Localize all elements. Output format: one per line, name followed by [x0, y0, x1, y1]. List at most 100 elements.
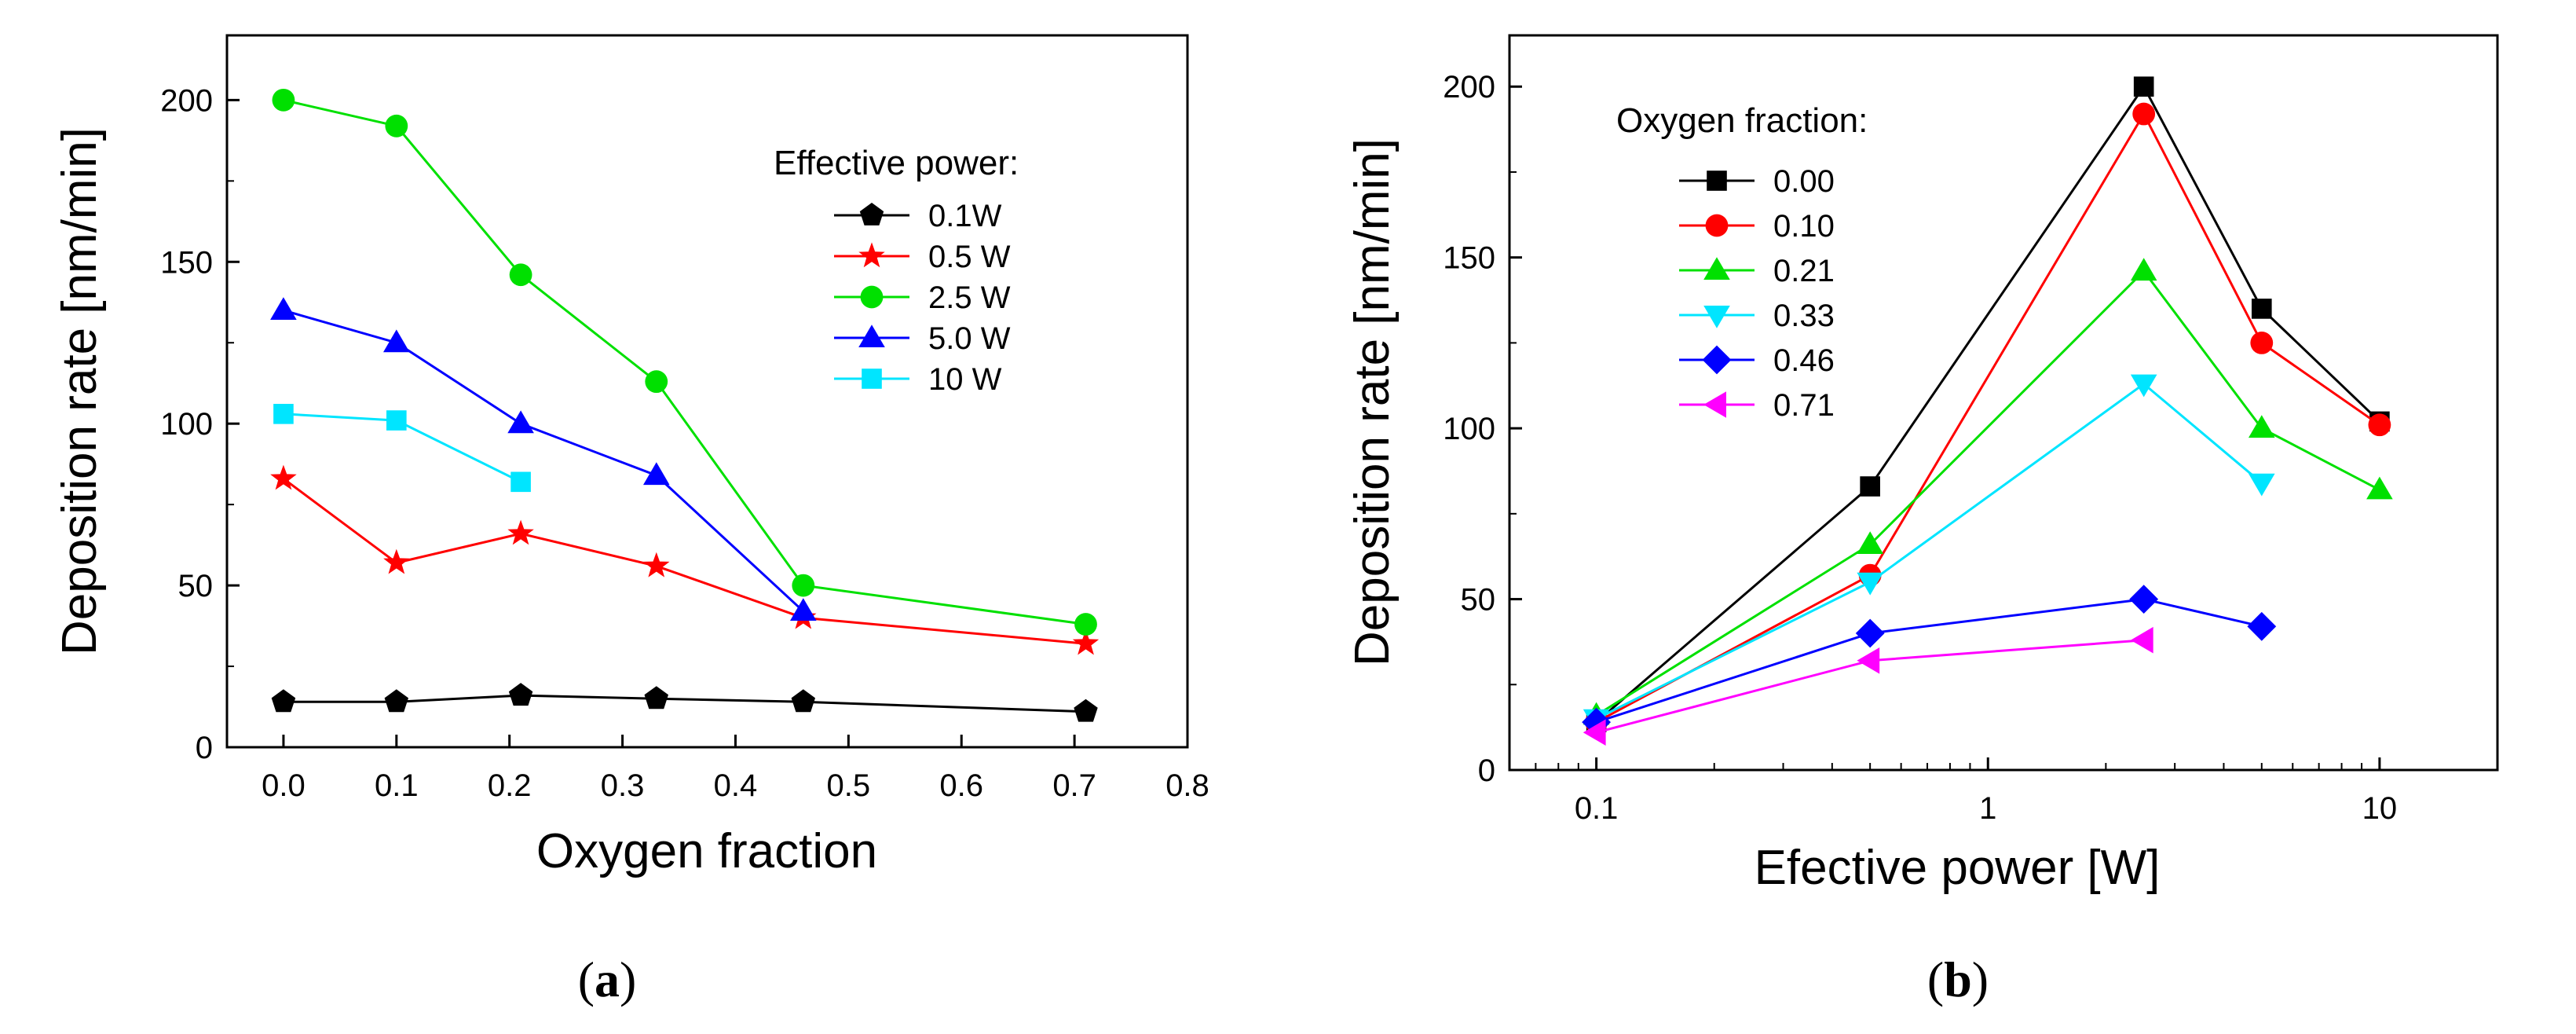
chart-b-panel-label: (b) — [1927, 952, 1989, 1007]
chart-b-legend-marker — [1705, 214, 1729, 237]
chart-b-legend-marker — [1703, 306, 1730, 328]
chart-b-data-point — [2249, 415, 2275, 438]
chart-b-legend-title: Oxygen fraction: — [1616, 101, 1868, 140]
chart-b-legend-entry: 0.10 — [1679, 209, 1835, 244]
chart-a-y-tick-label: 0 — [196, 731, 213, 765]
chart-a-panel-letter: a — [595, 952, 620, 1007]
chart-a-data-point — [510, 471, 531, 493]
chart-a-data-point — [790, 598, 817, 621]
chart-a-data-point — [643, 462, 670, 486]
chart-b-series-line — [1595, 382, 2263, 720]
chart-a-data-point — [270, 464, 297, 490]
chart-b-y-tick-label: 200 — [1443, 70, 1495, 104]
chart-b-data-point — [2368, 413, 2391, 437]
chart-a-data-point — [383, 329, 410, 353]
chart-b-legend-marker — [1703, 257, 1730, 280]
chart-b-legend-marker — [1703, 391, 1726, 418]
chart-a-x-tick-label: 0.4 — [714, 768, 758, 803]
chart-b-data-point — [2130, 626, 2153, 654]
chart-a-data-point — [643, 552, 670, 578]
chart-a-legend-marker — [860, 285, 884, 309]
chart-a-data-point — [273, 404, 294, 424]
chart-b-data-point — [2249, 473, 2275, 497]
chart-b-panel-letter: b — [1944, 952, 1972, 1007]
chart-a-legend-label: 10 W — [928, 362, 1002, 397]
chart-b-legend-marker — [1702, 345, 1732, 375]
chart-a-legend-marker — [862, 368, 882, 389]
chart-a-x-tick-label: 0.7 — [1052, 768, 1096, 803]
chart-a-x-tick-label: 0.2 — [488, 768, 532, 803]
chart-b-data-point — [2130, 374, 2157, 398]
chart-b-series-5 — [1583, 626, 2153, 746]
chart-b-series-line — [1596, 598, 2263, 724]
chart-a-legend-entry: 10 W — [834, 362, 1002, 397]
chart-b-data-point — [2366, 476, 2393, 500]
chart-a-series-line — [283, 694, 1086, 713]
chart-a-data-point — [270, 297, 297, 320]
chart-a-data-point — [1074, 698, 1098, 722]
chart-b-series-4 — [1582, 585, 2277, 737]
chart-a-x-tick-label: 0.5 — [827, 768, 871, 803]
chart-a-x-axis-title: Oxygen fraction — [536, 824, 877, 878]
chart-a-x-tick-label: 0.8 — [1165, 768, 1209, 803]
chart-a-data-point — [386, 410, 407, 431]
chart-a-legend-title: Effective power: — [774, 144, 1019, 182]
svg-text:(a): (a) — [578, 952, 637, 1007]
chart-a-y-tick-label: 100 — [160, 407, 213, 442]
chart-a-series-line — [283, 98, 1086, 625]
chart-b-legend-entry: 0.71 — [1679, 388, 1835, 423]
chart-a-x-tick-label: 0.1 — [375, 768, 419, 803]
chart-a-data-point — [385, 114, 408, 138]
chart-a-data-point — [384, 689, 408, 713]
chart-b-data-point — [1582, 707, 1611, 737]
chart-b-legend-marker — [1707, 170, 1727, 191]
chart-b-legend-entry: 0.33 — [1679, 299, 1835, 333]
chart-b-y-tick-label: 100 — [1443, 412, 1495, 446]
chart-a-data-point — [791, 689, 815, 713]
chart-a-data-point — [509, 263, 532, 287]
chart-a-data-point — [508, 683, 533, 706]
chart-a-data-point — [272, 88, 295, 112]
chart-a-data-point — [383, 548, 410, 574]
chart-b-x-axis-title: Efective power [W] — [1755, 841, 2161, 895]
chart-b-legend: Oxygen fraction: 0.00 0.10 0.21 0.33 0.46 0.7… — [1616, 101, 1868, 423]
chart-a-x-tick-label: 0.6 — [939, 768, 983, 803]
chart-b-legend-label: 0.21 — [1773, 254, 1835, 288]
chart-b-legend-entry: 0.00 — [1679, 164, 1835, 199]
chart-b-y-tick-label: 50 — [1461, 583, 1496, 618]
chart-a-data-point — [507, 410, 534, 434]
chart-a-series-0 — [271, 683, 1098, 722]
chart-a-y-axis-title: Deposition rate [nm/min] — [53, 127, 107, 655]
chart-b-x-tick-label: 0.1 — [1575, 791, 1619, 826]
chart-a-legend-entry: 2.5 W — [834, 280, 1011, 315]
chart-a-series-4 — [273, 404, 531, 493]
chart-b-data-point — [1857, 572, 1883, 596]
chart-a-series-line — [283, 477, 1086, 645]
chart-a-series-3 — [270, 297, 817, 621]
chart-a-legend-label: 0.1W — [928, 199, 1002, 233]
chart-a-data-point — [792, 574, 815, 597]
chart-b-legend-label: 0.33 — [1773, 299, 1835, 333]
chart-a: 0.0 0.1 0.2 0.3 0.4 0.5 0.6 0.7 0.8050100150200 … — [53, 34, 1209, 1007]
chart-a-data-point — [507, 519, 534, 545]
chart-a-legend: Effective power: 0.1W 0.5 W 2.5 W 5.0 W 10 W — [774, 144, 1019, 397]
chart-b-legend-entry: 0.46 — [1679, 343, 1835, 378]
chart-b-data-point — [2251, 299, 2272, 319]
chart-a-legend-marker — [858, 324, 885, 347]
chart-a-x-tick-label: 0.3 — [601, 768, 645, 803]
chart-a-legend-label: 0.5 W — [928, 240, 1011, 274]
chart-b-data-point — [2129, 585, 2159, 614]
chart-a-plot-frame — [225, 34, 1189, 749]
chart-b-data-point — [2130, 258, 2157, 281]
chart-b-y-tick-label: 0 — [1478, 754, 1495, 788]
chart-b-y-tick-label: 150 — [1443, 241, 1495, 276]
chart-b-data-point — [2250, 331, 2274, 354]
chart-a-data-point — [1074, 613, 1097, 636]
chart-a-legend-entry: 0.1W — [834, 199, 1002, 233]
chart-b-data-point — [1857, 647, 1880, 674]
chart-b-legend-label: 0.00 — [1773, 164, 1835, 199]
chart-b-data-point — [1855, 618, 1885, 648]
chart-b-data-point — [2247, 611, 2277, 641]
